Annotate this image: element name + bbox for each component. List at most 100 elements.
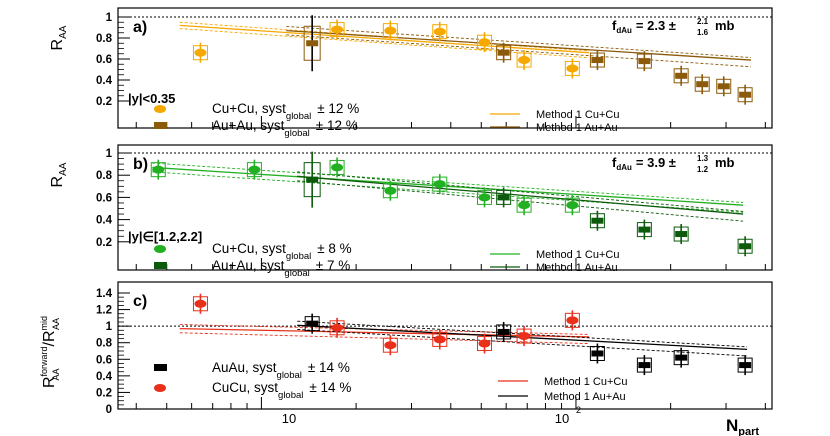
legend-tail-cu-b: ± 8 % [317, 241, 351, 256]
y-tick-label-c-4: 0.8 [96, 338, 113, 350]
curve-cu-a [179, 24, 590, 54]
data-point-cu-b-3 [384, 186, 397, 195]
legend-sub-au-a: global [284, 128, 309, 139]
data-point-au-b-4 [675, 231, 688, 238]
fdau-value-a: = 2.3 ± [636, 18, 676, 33]
data-point-cu-c-3 [433, 335, 446, 344]
data-point-cu-c-6 [566, 316, 579, 325]
method-legend-label-au-b: Method 1 Au+Au [536, 262, 618, 274]
legend-label-cu-c: CuCu, syst [212, 380, 278, 395]
legend-tail-cu-a: ± 12 % [317, 101, 359, 116]
y-tick-label-b-0: 0.2 [96, 237, 112, 249]
legend-label-cu-b: Cu+Cu, syst [212, 241, 286, 256]
legend-sub-au-b: global [284, 268, 309, 279]
data-point-au-a-6 [717, 83, 730, 90]
data-point-au-c-5 [739, 362, 752, 369]
legend-label-au-c: AuAu, syst [212, 360, 277, 375]
legend-text-au-a: Au+Au, systglobal ± 12 % [212, 118, 358, 139]
legend-tail-au-a: ± 12 % [316, 118, 358, 133]
legend-label-cu-a: Cu+Cu, syst [212, 101, 286, 116]
panel-frame-c [117, 281, 773, 410]
y-tick-label-c-7: 1.4 [96, 288, 113, 300]
data-point-au-c-2 [591, 350, 604, 357]
data-point-cu-c-2 [384, 341, 397, 350]
panel-b: 0.2 0.4 0.6 0.8 1 b) RAA fdAu = 3.9 ± 1.3 1.2 mb |y|… [49, 144, 773, 279]
y-tick-label-c-5: 1 [106, 321, 113, 333]
data-point-au-a-7 [739, 91, 752, 98]
y-axis-label-sub-a: AA [58, 25, 69, 39]
legend-label-au-b: Au+Au, syst [212, 258, 285, 273]
curve-band-lower-cu-b [152, 171, 744, 213]
data-point-cu-b-6 [518, 201, 531, 210]
curve-band-upper-au-a [286, 26, 751, 58]
y-tick-label-c-3: 0.6 [96, 354, 112, 366]
y-axis-label-c: Rforward AA/Rmid AA [39, 316, 61, 388]
y-tick-label-a-2: 0.6 [96, 54, 112, 66]
legend-text-cu-a: Cu+Cu, systglobal ± 12 % [212, 101, 359, 122]
method-legend-label-cu-c: Method 1 Cu+Cu [544, 376, 627, 388]
data-point-cu-a-1 [331, 25, 344, 34]
x-axis-title-main: N [726, 416, 738, 435]
x-tick-label-10: 10 [282, 411, 296, 426]
y-axis-label-sub-b: AA [58, 162, 69, 176]
method-legend-label-cu-a: Method 1 Cu+Cu [536, 109, 619, 121]
legend-marker-au-a [154, 122, 167, 129]
data-point-au-c-0 [306, 320, 319, 327]
legend-tail-cu-c: ± 14 % [309, 380, 351, 395]
data-point-au-c-3 [638, 362, 651, 369]
y-tick-label-a-4: 1 [106, 12, 113, 24]
data-point-au-c-4 [675, 354, 688, 361]
fdau-prefix-b: f [612, 155, 617, 170]
y-tick-label-c-2: 0.4 [96, 371, 113, 383]
panel-frame-b [117, 144, 773, 271]
data-point-cu-c-1 [331, 323, 344, 332]
y-axis-label-slash: /R [41, 330, 58, 346]
data-point-au-a-1 [497, 49, 510, 56]
data-point-au-a-3 [638, 58, 651, 65]
x-axis-title-sub: part [738, 426, 759, 436]
legend-text-cu-b: Cu+Cu, systglobal ± 8 % [212, 241, 352, 262]
legend-marker-cu-b [154, 245, 166, 253]
fdau-value-b: = 3.9 ± [636, 155, 676, 170]
data-point-au-b-5 [739, 243, 752, 250]
data-point-cu-b-0 [152, 165, 165, 174]
y-axis-label-r1: R [41, 376, 58, 388]
method-legend-label-au-a: Method 1 Au+Au [536, 122, 618, 134]
data-point-cu-b-4 [433, 180, 446, 189]
data-point-au-b-0 [306, 176, 319, 183]
y-axis-label-a: RAA [49, 25, 69, 50]
data-point-cu-c-4 [478, 339, 491, 348]
y-tick-label-a-0: 0.2 [96, 96, 112, 108]
data-point-cu-b-2 [331, 163, 344, 172]
x-axis-title: Npart [726, 416, 759, 436]
y-axis-label-sub1: AA [51, 368, 61, 380]
rapidity-label-a: |y|<0.35 [128, 91, 175, 106]
y-tick-label-b-4: 1 [106, 148, 113, 160]
fdau-unit-a: mb [715, 18, 735, 33]
y-axis-label-main-a: R [49, 39, 66, 51]
legend-sub-cu-c: global [278, 390, 303, 401]
curve-band-lower-cu-c [179, 332, 589, 344]
y-tick-label-a-3: 0.8 [96, 33, 113, 45]
data-point-au-a-0 [306, 40, 319, 47]
y-tick-label-a-1: 0.4 [96, 75, 113, 87]
y-tick-label-c-1: 0.2 [96, 387, 112, 399]
panel-a: 0.2 0.4 0.6 0.8 1 a) RAA fdAu = 2.3 ± 2.1 1.6 mb |y|… [49, 7, 773, 139]
y-tick-label-c-6: 1.2 [96, 305, 112, 317]
legend-marker-au-b [154, 262, 167, 269]
data-point-cu-a-3 [433, 27, 446, 36]
y-tick-label-c-0: 0 [106, 404, 112, 416]
legend-tail-au-c: ± 14 % [308, 360, 350, 375]
fdau-sup-a: 2.1 [697, 17, 709, 26]
legend-text-au-b: Au+Au, systglobal ± 7 % [212, 258, 350, 279]
data-point-cu-a-2 [384, 26, 397, 35]
legend-text-cu-c: CuCu, systglobal ± 14 % [212, 380, 351, 401]
data-point-cu-b-1 [248, 165, 261, 174]
data-point-cu-b-7 [566, 201, 579, 210]
panel-label-c: c) [133, 293, 147, 310]
fdau-annotation-a: fdAu = 2.3 ± [612, 18, 676, 35]
panel-frame-a [117, 7, 773, 129]
legend-sub-cu-b: global [286, 251, 311, 262]
panel-c: 00.20.40.60.811.21.4 c)Rforward AA/Rmid AAA… [39, 281, 773, 416]
